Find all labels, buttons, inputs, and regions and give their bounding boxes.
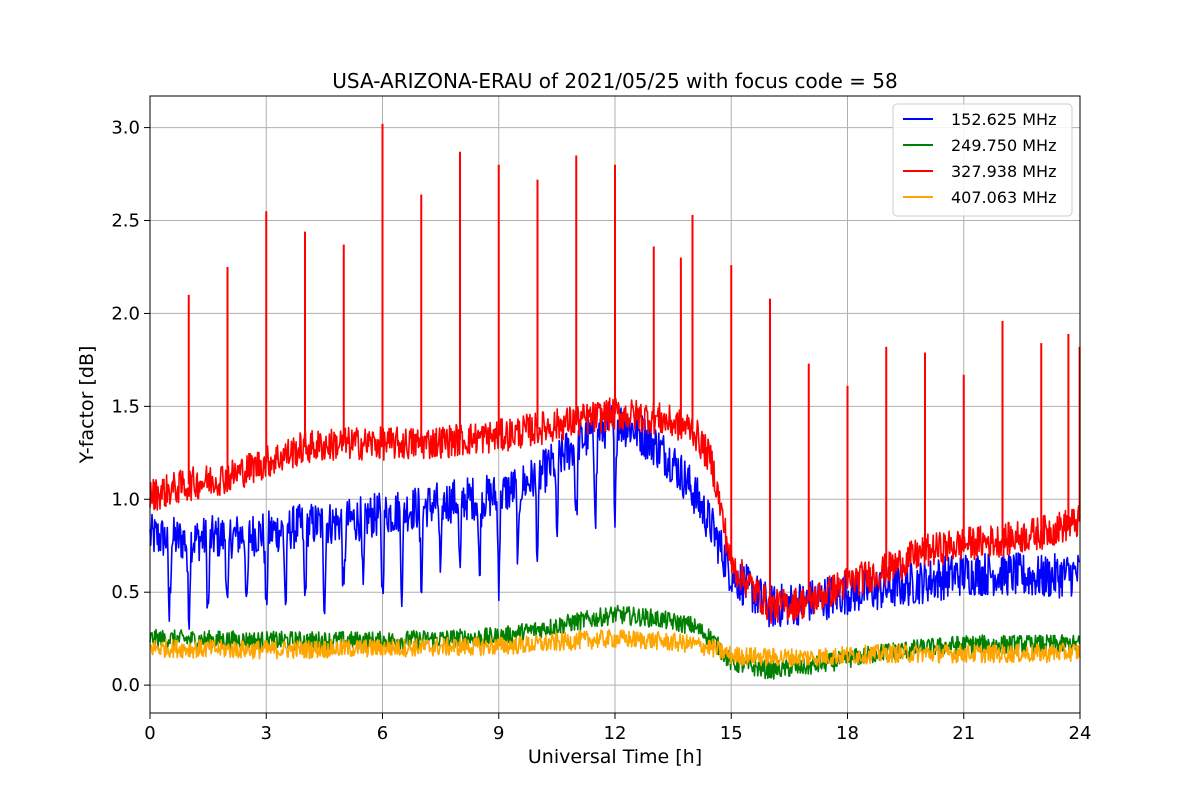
legend-entry-label: 407.063 MHz: [951, 188, 1056, 207]
legend-entry-label: 327.938 MHz: [951, 162, 1056, 181]
y-tick-label: 1.5: [111, 396, 140, 417]
x-tick-label: 3: [261, 723, 272, 744]
x-tick-label: 24: [1069, 723, 1092, 744]
y-tick-label: 1.0: [111, 489, 140, 510]
x-tick-label: 21: [952, 723, 975, 744]
legend-entry-label: 152.625 MHz: [951, 110, 1056, 129]
x-tick-label: 15: [720, 723, 743, 744]
x-tick-label: 12: [604, 723, 627, 744]
y-tick-label: 0.0: [111, 675, 140, 696]
legend-box: [892, 103, 1073, 217]
legend: 152.625 MHz 249.750 MHz 327.938 MHz 407.063…: [892, 103, 1073, 217]
x-axis-label: Universal Time [h]: [528, 746, 702, 768]
ticks-layer: 0 3 6 9 12 15 18 21 24 0.0 0.5 1.0 1.5 2.0 2.5 3.0: [111, 118, 1091, 744]
y-tick-label: 3.0: [111, 118, 140, 139]
series-line: [149, 629, 1081, 668]
y-tick-label: 2.5: [111, 211, 140, 232]
x-tick-label: 0: [144, 723, 155, 744]
x-tick-label: 6: [377, 723, 388, 744]
series-327-938-MHz: [149, 123, 1081, 624]
x-tick-label: 9: [493, 723, 504, 744]
y-tick-label: 2.0: [111, 303, 140, 324]
legend-entry-label: 249.750 MHz: [951, 136, 1056, 155]
series-407-063-MHz: [149, 629, 1081, 668]
series-line: [149, 404, 1081, 630]
y-tick-label: 0.5: [111, 582, 140, 603]
chart-title: USA-ARIZONA-ERAU of 2021/05/25 with focu…: [332, 69, 897, 93]
series-152-625-MHz: [149, 404, 1081, 630]
x-tick-label: 18: [836, 723, 859, 744]
y-axis-label: Y-factor [dB]: [76, 346, 98, 465]
series-layer: [149, 123, 1081, 680]
